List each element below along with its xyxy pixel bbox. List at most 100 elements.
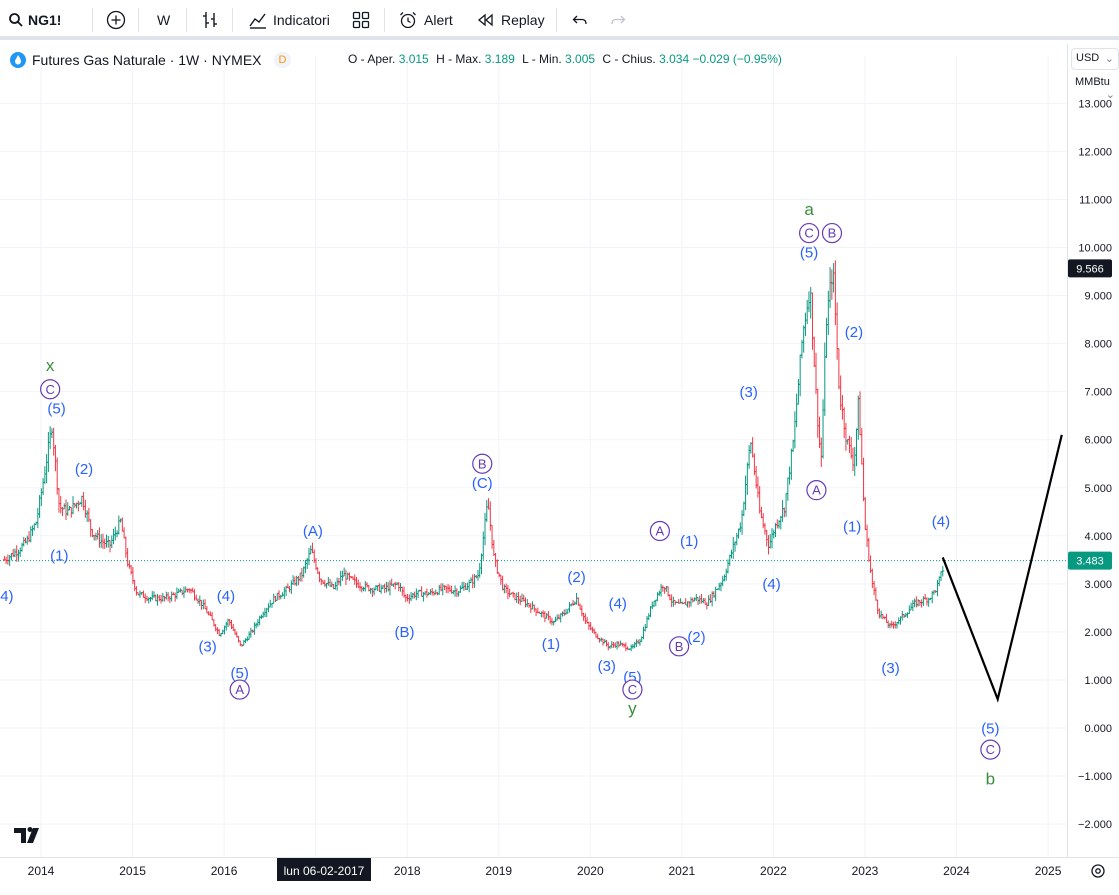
indicators-label: Indicatori: [273, 12, 330, 28]
undo-button[interactable]: [571, 9, 589, 31]
ohlc-bar: [877, 608, 881, 619]
ohlc-bar: [479, 553, 483, 575]
wave-circle-label: B: [828, 226, 837, 241]
redo-button[interactable]: [609, 9, 627, 31]
ohlc-bar: [638, 638, 642, 646]
price-chart[interactable]: xC(5)(2)(1)(4)(4)(3)(5)A(A)(B)B(C)(2)(1)…: [0, 44, 1119, 895]
ohlc-bar: [9, 553, 13, 561]
ohlc-bar: [393, 581, 397, 590]
ohlc-bar: [920, 599, 924, 608]
ohlc-bar: [124, 536, 128, 558]
ohlc-bar: [164, 591, 168, 600]
price-tick-label: 12.000: [1078, 146, 1112, 158]
ohlc-bar: [370, 588, 374, 598]
price-scale-panel[interactable]: [1067, 44, 1119, 895]
ohlc-bar: [856, 395, 860, 440]
ohlc-bar: [71, 496, 75, 515]
ohlc-bar: [624, 642, 628, 652]
wave-degree-label: x: [46, 356, 55, 375]
ohlc-bar: [52, 427, 56, 456]
ohlc-bar: [798, 354, 802, 397]
ohlc-bar: [548, 615, 552, 624]
ohlc-bar: [159, 594, 163, 604]
ohlc-bar: [97, 527, 101, 548]
ohlc-bar: [911, 600, 915, 612]
ohlc-bar: [53, 444, 57, 472]
wave-label: (3): [198, 639, 216, 656]
ohlc-bar: [83, 499, 87, 518]
alert-button[interactable]: Alert: [398, 9, 453, 31]
price-tick-label: 6.000: [1084, 435, 1112, 447]
ohlc-bar: [520, 593, 524, 602]
ohlc-bar: [641, 626, 645, 640]
ohlc-bar: [416, 590, 420, 599]
tradingview-logo[interactable]: [14, 827, 39, 843]
wave-label: (2): [75, 461, 93, 478]
ohlc-bar: [66, 502, 70, 516]
replay-button[interactable]: Replay: [476, 9, 545, 31]
compare-button[interactable]: [106, 9, 126, 31]
ohlc-bar: [298, 572, 302, 582]
ohlc-bar: [201, 599, 205, 610]
ohlc-bar: [789, 448, 793, 480]
ohlc-bar: [619, 640, 623, 646]
indicators-button[interactable]: Indicatori: [248, 9, 330, 31]
ohlc-bar: [261, 611, 265, 618]
grid-layout-icon: [352, 11, 370, 29]
time-scale[interactable]: 2014201520162017201820192020202120222023…: [0, 857, 1119, 882]
ohlc-bar: [187, 588, 191, 593]
wave-circle-label: A: [656, 524, 665, 539]
ohlc-bar: [576, 597, 580, 606]
ohlc-bar: [818, 416, 822, 448]
symbol-legend[interactable]: Futures Gas Naturale · 1W · NYMEX D: [10, 50, 292, 70]
ohlc-bar: [106, 535, 110, 548]
ohlc-bar: [835, 302, 839, 360]
crosshair-date-box: [277, 858, 371, 881]
ohlc-bar: [31, 525, 35, 536]
templates-button[interactable]: [352, 9, 370, 31]
ohlc-bar: [615, 641, 619, 650]
ohlc-bar: [703, 598, 707, 605]
ohlc-bar: [786, 477, 790, 501]
ohlc-bar: [756, 476, 760, 498]
ohlc-bar: [772, 529, 776, 539]
ohlc-bar: [413, 591, 417, 599]
ohlc-bar: [437, 584, 441, 595]
ohlc-bar: [809, 287, 813, 319]
ohlc-bar: [406, 593, 410, 602]
ohlc-bar: [914, 596, 918, 608]
interval-button[interactable]: W: [157, 9, 170, 31]
ohlc-bar: [89, 519, 93, 537]
ohlc-bar: [152, 591, 156, 599]
data-badge[interactable]: D: [273, 52, 292, 68]
symbol-search[interactable]: NG1!: [8, 9, 61, 31]
ohlc-bar: [85, 510, 89, 522]
ohlc-bar: [747, 445, 751, 469]
ohlc-bar: [661, 585, 665, 592]
ohlc-bar: [138, 590, 142, 598]
ohlc-bar: [867, 537, 871, 562]
chart-type-button[interactable]: [200, 9, 220, 31]
close-value: 3.034: [659, 52, 690, 66]
chevron-down-icon: ⌄: [1104, 53, 1114, 65]
ohlc-bar: [810, 292, 814, 350]
wave-circle: [980, 739, 1001, 760]
ohlc-bar: [645, 616, 649, 629]
ohlc-bar: [580, 605, 584, 617]
settings-gear-icon[interactable]: [1091, 864, 1105, 878]
ohlc-bar: [478, 563, 482, 578]
chart-grid: [0, 56, 1067, 857]
unit-selector[interactable]: MMBtu ⌄: [1071, 74, 1119, 101]
ohlc-bar: [518, 595, 522, 606]
ohlc-bar: [203, 599, 207, 610]
ohlc-bar: [238, 640, 242, 647]
price-scale[interactable]: 13.000 12.000 11.000 10.000 9.000 8.000 7.000 6…: [1067, 44, 1119, 895]
wave-label: (1): [680, 533, 698, 550]
ohlc-bar: [57, 488, 61, 513]
time-tick-label: 2025: [1035, 864, 1062, 878]
ohlc-bar: [205, 605, 209, 614]
ohlc-bar: [231, 623, 235, 631]
ohlc-bar: [342, 567, 346, 577]
ohlc-bar: [872, 580, 876, 596]
currency-selector[interactable]: USD ⌄: [1071, 48, 1119, 70]
